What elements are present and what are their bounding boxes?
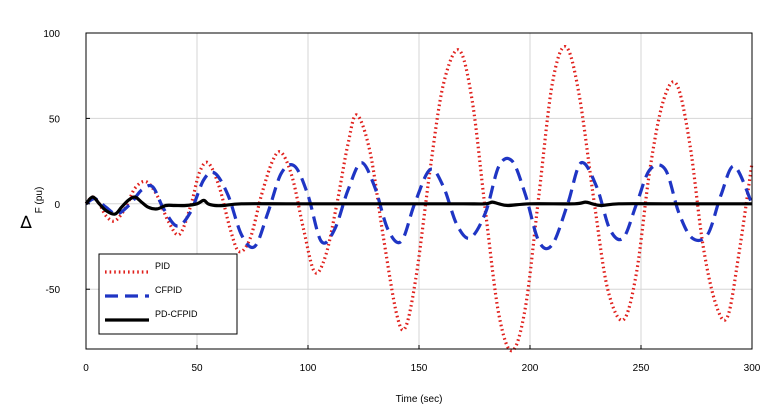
x-tick-label: 250: [633, 363, 650, 374]
y-tick-label: 100: [43, 29, 60, 40]
y-tick-label: -50: [46, 285, 61, 296]
x-tick-label: 150: [411, 363, 428, 374]
y-tick-label: 50: [49, 114, 61, 125]
y-axis-label-symbol: ∆: [19, 213, 32, 233]
legend: PID CFPID PD-CFPID: [98, 253, 238, 335]
y-axis-label: ∆ F (pu): [19, 187, 45, 233]
x-axis-label: Time (sec): [396, 394, 443, 405]
legend-label-cfpid: CFPID: [155, 285, 183, 295]
y-tick-label: 0: [54, 200, 60, 211]
legend-box: [98, 253, 238, 335]
x-tick-label: 50: [191, 363, 203, 374]
legend-label-pd-cfpid: PD-CFPID: [155, 309, 198, 319]
x-axis-ticks: 0 50 100 150 200 250 300: [83, 345, 761, 374]
x-tick-label: 100: [300, 363, 317, 374]
y-axis-ticks: -50 0 50 100: [43, 29, 90, 296]
x-tick-label: 300: [744, 363, 761, 374]
series-line-pd-cfpid: [84, 195, 752, 216]
y-axis-label-text: F (pu): [34, 187, 45, 214]
legend-label-pid: PID: [155, 261, 171, 271]
series-line-cfpid: [85, 156, 754, 251]
x-tick-label: 200: [522, 363, 539, 374]
series-layer: [84, 45, 754, 353]
x-tick-label: 0: [83, 363, 89, 374]
